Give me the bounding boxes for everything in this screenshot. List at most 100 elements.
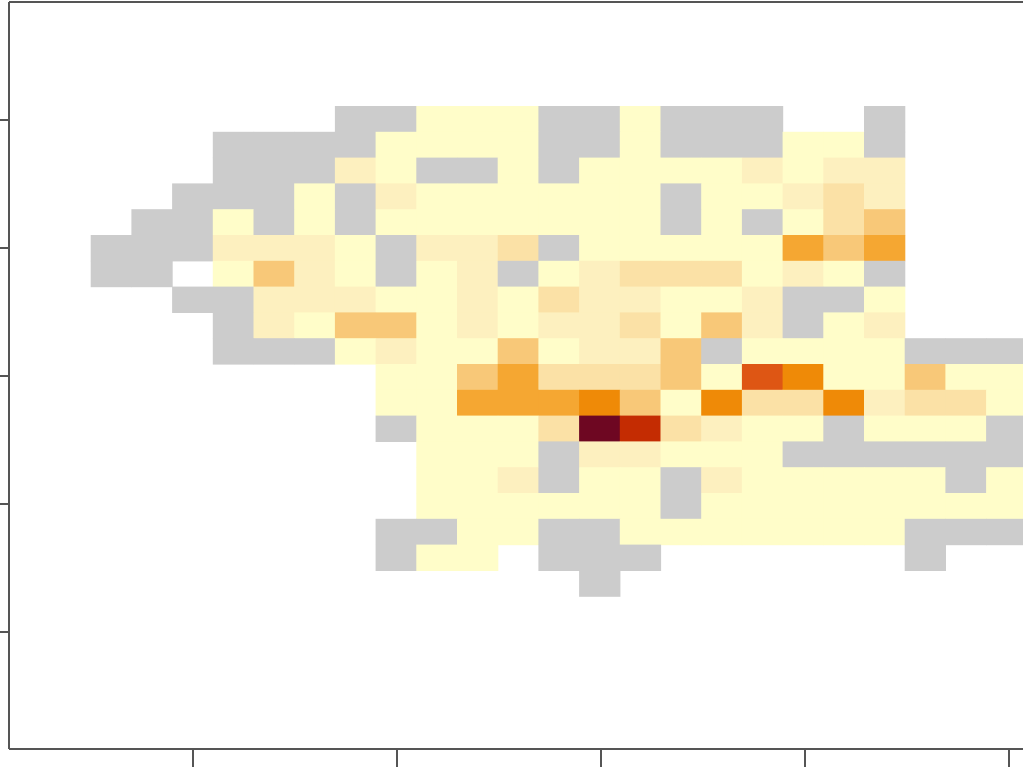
heatmap-cell — [619, 415, 662, 442]
heatmap-cell — [864, 106, 906, 133]
heatmap-cell — [823, 441, 865, 468]
heatmap-cell — [334, 312, 377, 339]
heatmap-cell — [701, 106, 743, 133]
heatmap-cell — [457, 518, 499, 546]
heatmap-cell — [294, 183, 336, 210]
heatmap-cell — [823, 493, 865, 520]
heatmap-cell — [741, 209, 784, 236]
heatmap-cell — [782, 389, 824, 417]
heatmap-cell — [334, 183, 377, 210]
heatmap-cell — [619, 441, 662, 468]
heatmap-cell — [253, 312, 295, 339]
heatmap-cell — [782, 364, 824, 391]
heatmap-cell — [904, 389, 946, 417]
heatmap-cell — [212, 131, 255, 159]
heatmap-cell — [375, 183, 417, 210]
heatmap-cell — [701, 235, 743, 262]
heatmap-cell — [904, 493, 946, 520]
heatmap-cell — [619, 183, 662, 210]
heatmap-cell — [945, 364, 987, 391]
heatmap-cell — [823, 467, 865, 494]
heatmap-cell — [253, 235, 295, 262]
heatmap-cell — [619, 131, 662, 159]
heatmap-cell — [497, 286, 539, 313]
heatmap-cell — [538, 389, 580, 417]
heatmap-cell — [579, 131, 621, 159]
heatmap-cell — [619, 518, 662, 546]
heatmap-cell — [619, 312, 662, 339]
heatmap-cell — [660, 338, 702, 365]
heatmap-cell — [864, 467, 906, 494]
heatmap-cell — [334, 131, 377, 159]
heatmap-cell — [579, 338, 621, 365]
heatmap-cell — [416, 183, 458, 210]
heatmap-cell — [701, 415, 743, 442]
heatmap-cell — [741, 106, 784, 133]
heatmap-cell — [538, 441, 580, 468]
heatmap-cell — [538, 235, 580, 262]
heatmap-cell — [416, 235, 458, 262]
heatmap-cell — [375, 286, 417, 313]
heatmap-cell — [864, 260, 906, 288]
heatmap-cell — [619, 389, 662, 417]
heatmap-cell — [131, 235, 173, 262]
heatmap-cell — [538, 544, 580, 571]
heatmap-cell — [212, 312, 255, 339]
heatmap-cell — [538, 260, 580, 288]
heatmap-cell — [660, 183, 702, 210]
heatmap-cell — [90, 235, 132, 262]
heatmap-cell — [823, 338, 865, 365]
heatmap-cell — [416, 493, 458, 520]
heatmap-cell — [294, 209, 336, 236]
heatmap-cell — [904, 338, 946, 365]
heatmap-cell — [212, 338, 255, 365]
heatmap-cell — [457, 209, 499, 236]
heatmap-cell — [497, 209, 539, 236]
heatmap-cell — [823, 157, 865, 184]
heatmap-cell — [579, 570, 621, 597]
heatmap-cell — [172, 183, 214, 210]
heatmap-cell — [660, 312, 702, 339]
heatmap-cell — [701, 441, 743, 468]
heatmap-cell — [701, 312, 743, 339]
heatmap-cell — [90, 260, 132, 288]
heatmap-cell — [334, 157, 377, 184]
heatmap-cell — [579, 260, 621, 288]
heatmap-cell — [741, 415, 784, 442]
heatmap-cell — [334, 260, 377, 288]
heatmap-cell — [497, 157, 539, 184]
heatmap-cell — [619, 286, 662, 313]
heatmap-cell — [416, 209, 458, 236]
heatmap-cell — [497, 467, 539, 494]
heatmap-cell — [457, 467, 499, 494]
heatmap-cell — [457, 389, 499, 417]
heatmap-cell — [986, 338, 1023, 365]
heatmap-cell — [253, 338, 295, 365]
heatmap-cell — [864, 157, 906, 184]
heatmap-cell — [619, 260, 662, 288]
heatmap-cell — [497, 235, 539, 262]
heatmap-cell — [497, 106, 539, 133]
heatmap-cell — [741, 260, 784, 288]
heatmap-cell — [619, 106, 662, 133]
heatmap-cell — [172, 286, 214, 313]
heatmap-cell — [497, 493, 539, 520]
heatmap-cell — [864, 518, 906, 546]
heatmap-cell — [172, 209, 214, 236]
heatmap-cell — [660, 389, 702, 417]
heatmap-cell — [945, 518, 987, 546]
heatmap-cell — [375, 364, 417, 391]
heatmap-cells — [90, 106, 1023, 597]
heatmap-cell — [741, 286, 784, 313]
heatmap-cell — [904, 364, 946, 391]
heatmap-cell — [457, 235, 499, 262]
heatmap-cell — [253, 286, 295, 313]
heatmap-cell — [253, 183, 295, 210]
heatmap-cell — [904, 441, 946, 468]
heatmap-cell — [416, 106, 458, 133]
heatmap-cell — [701, 493, 743, 520]
heatmap-cell — [782, 415, 824, 442]
heatmap-cell — [375, 338, 417, 365]
heatmap-cell — [579, 312, 621, 339]
heatmap-cell — [823, 518, 865, 546]
